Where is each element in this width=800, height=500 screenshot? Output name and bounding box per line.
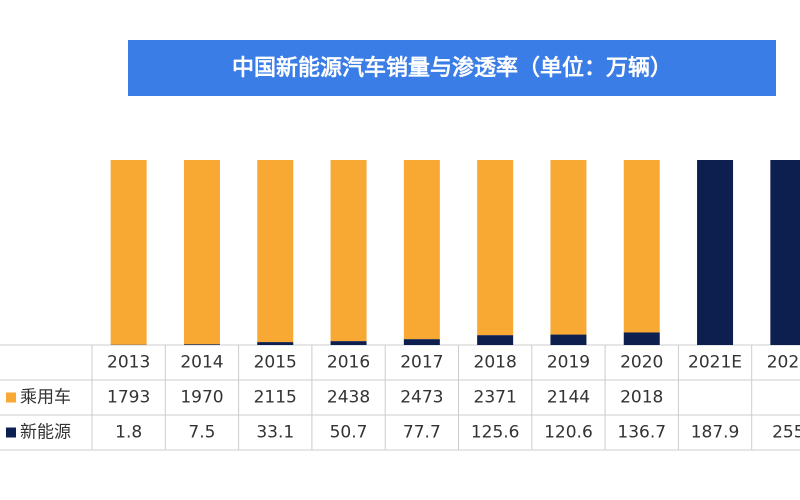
bar-segment xyxy=(330,341,367,345)
table-value: 2115 xyxy=(254,388,297,408)
table-value: 187.9 xyxy=(691,423,740,443)
table-value: 2018 xyxy=(620,388,663,408)
category-label: 2014 xyxy=(180,353,223,373)
bar-segment xyxy=(183,344,220,345)
bar-segment xyxy=(257,160,294,343)
table-value: 1970 xyxy=(180,388,223,408)
legend-label: 乘用车 xyxy=(20,388,71,408)
table-value: 125.6 xyxy=(471,423,520,443)
category-label: 2021E xyxy=(688,353,742,373)
bar-segment xyxy=(330,160,367,342)
table-value: 136.7 xyxy=(617,423,666,443)
bar-segment xyxy=(770,160,800,345)
bar-segment xyxy=(183,160,220,345)
category-label: 2016 xyxy=(327,353,370,373)
legend-swatch xyxy=(6,427,16,438)
chart-title: 中国新能源汽车销量与渗透率（单位：万辆） xyxy=(232,55,672,81)
bar-segment xyxy=(110,160,147,345)
bar-segment xyxy=(697,160,734,345)
bar-segment xyxy=(477,160,514,336)
table-value: 7.5 xyxy=(188,423,215,443)
title-box xyxy=(128,40,776,96)
table-value: 2438 xyxy=(327,388,370,408)
bar-segment xyxy=(550,334,587,345)
bar-segment xyxy=(403,339,440,345)
legend-label: 新能源 xyxy=(20,423,71,443)
table-value: 33.1 xyxy=(256,423,294,443)
category-label: 2015 xyxy=(254,353,297,373)
table-value: 50.7 xyxy=(330,423,368,443)
bar-segment xyxy=(257,342,294,345)
bar-segment xyxy=(623,332,660,345)
category-label: 2019 xyxy=(547,353,590,373)
category-label: 2013 xyxy=(107,353,150,373)
bar-segment xyxy=(550,160,587,335)
table-value: 1.8 xyxy=(115,423,142,443)
table-value: 77.7 xyxy=(403,423,441,443)
category-label: 2018 xyxy=(474,353,517,373)
table-value: 2473 xyxy=(400,388,443,408)
bar-segment xyxy=(477,335,514,345)
table-value: 2144 xyxy=(547,388,590,408)
bar-segment xyxy=(623,160,660,333)
bar-segment xyxy=(403,160,440,340)
table-value: 255 xyxy=(772,423,800,443)
table-value: 2371 xyxy=(474,388,517,408)
table-value: 120.6 xyxy=(544,423,593,443)
legend-swatch xyxy=(6,392,16,403)
table-value: 1793 xyxy=(107,388,150,408)
category-label: 2017 xyxy=(400,353,443,373)
category-label: 2020 xyxy=(620,353,663,373)
